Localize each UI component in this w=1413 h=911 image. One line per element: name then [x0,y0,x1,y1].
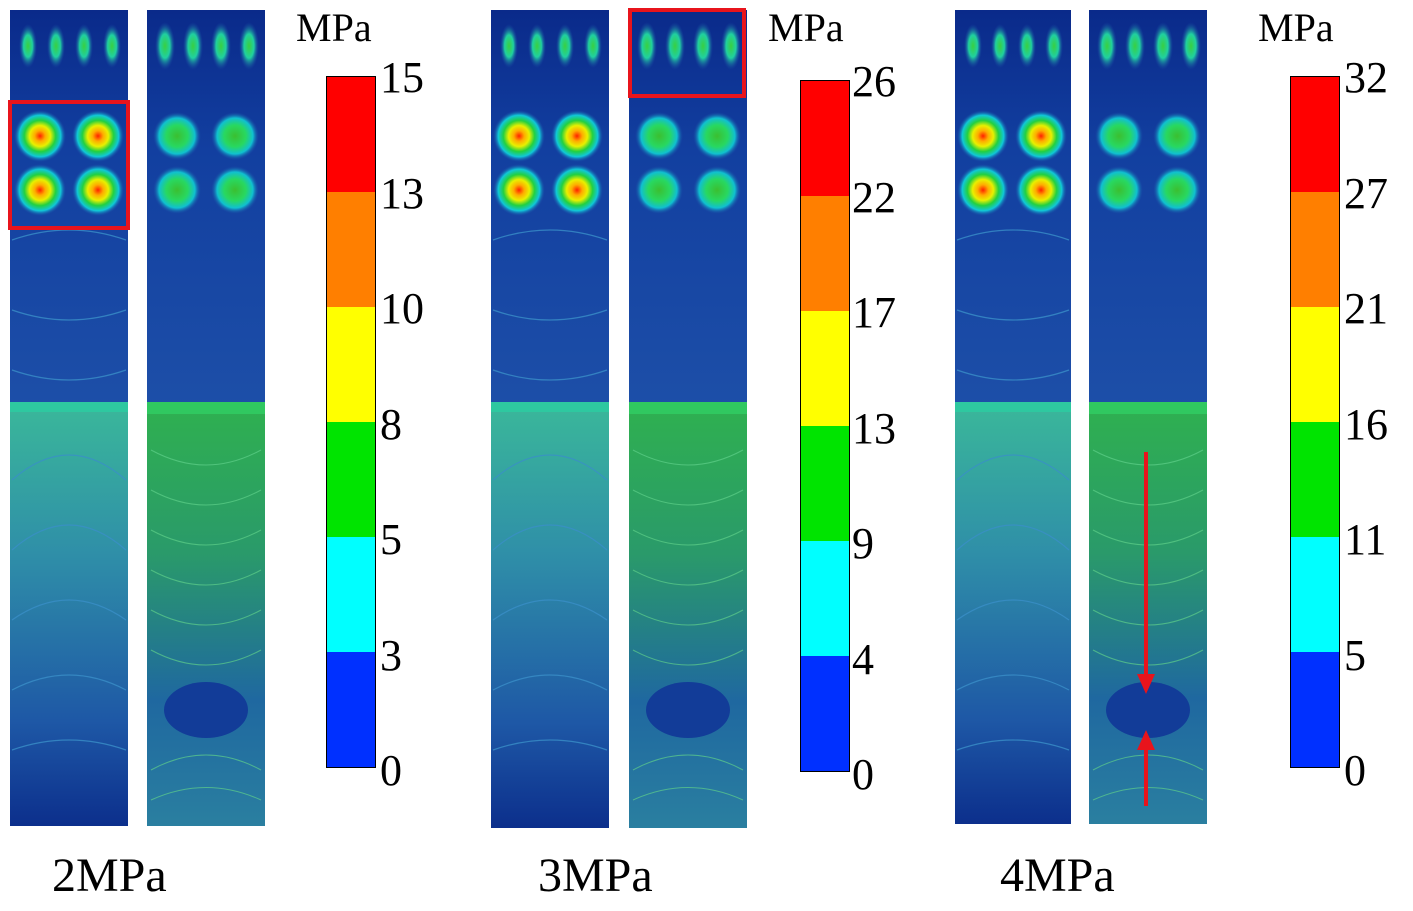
stress-field-left [491,10,609,828]
colorbar-band [1291,422,1339,537]
stress-field-left [955,10,1071,824]
colorbar-band [327,422,375,537]
tick-label: 9 [852,519,874,568]
tick-label: 13 [380,169,424,218]
panel-2mpa: MPa 15 13 10 8 5 3 0 2MPa [0,0,460,911]
tick-label: 0 [380,746,402,795]
colorbar [326,76,376,768]
colorbar-band [327,652,375,767]
tick-label: 21 [1344,284,1388,333]
colorbar-band [801,426,849,541]
colorbar-unit: MPa [296,5,372,50]
colorbar-band [801,196,849,311]
colorbar [800,80,850,772]
tick-label: 13 [852,404,896,453]
stress-field-right [1089,10,1207,824]
colorbar-band [801,311,849,426]
colorbar-band [1291,537,1339,652]
tick-label: 10 [380,284,424,333]
tick-label: 32 [1344,53,1388,102]
stress-field-right [629,10,747,828]
panel-3mpa: MPa 26 22 17 13 9 4 0 3MPa [491,5,896,902]
tick-label: 0 [852,750,874,799]
highlight-box [8,100,130,230]
panel-caption: 2MPa [52,849,167,902]
tick-label: 0 [1344,746,1366,795]
colorbar-band [801,541,849,656]
colorbar-band [1291,192,1339,307]
highlight-box [628,8,746,98]
tick-label: 5 [1344,631,1366,680]
colorbar-band [1291,652,1339,767]
colorbar-band [1291,307,1339,422]
tick-label: 8 [380,400,402,449]
colorbar-band [801,656,849,771]
colorbar [1290,76,1340,768]
colorbar-band [327,537,375,652]
tick-label: 26 [852,57,896,106]
tick-label: 5 [380,515,402,564]
colorbar-unit: MPa [1258,5,1334,50]
tick-label: 15 [380,53,424,102]
tick-label: 11 [1344,515,1387,564]
tick-label: 27 [1344,169,1388,218]
stress-field-left [10,10,128,826]
colorbar-band [1291,77,1339,192]
colorbar-band [327,307,375,422]
tick-label: 3 [380,631,402,680]
colorbar-band [327,77,375,192]
tick-label: 22 [852,173,896,222]
tick-label: 17 [852,288,896,337]
colorbar-band [327,192,375,307]
colorbar-unit: MPa [768,5,844,50]
colorbar-band [801,81,849,196]
tick-label: 16 [1344,400,1388,449]
up-arrow-icon [1137,730,1155,806]
panel-caption: 4MPa [1000,849,1115,902]
tick-label: 4 [852,635,874,684]
down-arrow-icon [1137,452,1155,694]
panel-caption: 3MPa [538,849,653,902]
stress-field-right [147,10,265,826]
